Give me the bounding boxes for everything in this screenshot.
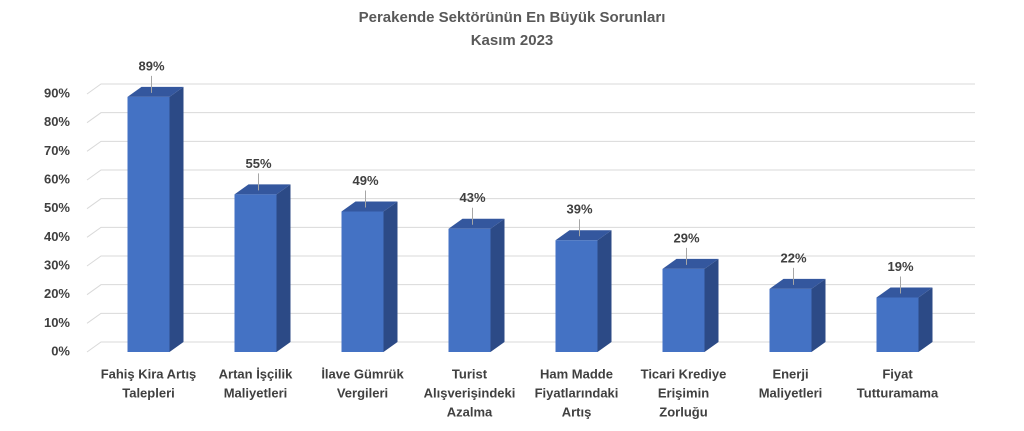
value-label: 19% xyxy=(887,259,913,274)
bar xyxy=(341,201,398,352)
y-tick-label: 40% xyxy=(44,229,70,244)
x-tick-label: Fahiş Kira Artış xyxy=(101,366,197,381)
x-tick-label: Ticari Krediye xyxy=(641,366,727,381)
bar-front xyxy=(234,194,277,352)
grid-line xyxy=(86,83,975,95)
bar-side xyxy=(169,86,184,352)
bar xyxy=(555,230,612,352)
x-tick-label: Artış xyxy=(562,404,592,419)
grid-line xyxy=(86,226,975,238)
chart-title: Perakende Sektörünün En Büyük Sorunları xyxy=(359,9,666,26)
x-tick-label: Talepleri xyxy=(122,385,175,400)
value-label: 39% xyxy=(566,202,592,217)
value-label: 22% xyxy=(780,250,806,265)
bar xyxy=(769,278,826,352)
bar-top xyxy=(127,86,184,97)
bar-top xyxy=(341,201,398,212)
x-tick-label: Turist xyxy=(452,366,488,381)
bar xyxy=(127,86,184,352)
bar-side xyxy=(490,218,505,352)
x-tick-label: Tutturamama xyxy=(857,385,939,400)
bar xyxy=(234,184,291,352)
x-tick-label: Zorluğu xyxy=(659,404,707,419)
y-tick-label: 70% xyxy=(44,143,70,158)
bar-top xyxy=(448,218,505,229)
bar-side xyxy=(276,184,291,352)
bar-front xyxy=(555,240,598,352)
grid-line xyxy=(86,255,975,267)
y-tick-label: 80% xyxy=(44,114,70,129)
bar-front xyxy=(769,288,812,352)
bar-front xyxy=(662,268,705,352)
y-tick-label: 10% xyxy=(44,315,70,330)
y-tick-label: 30% xyxy=(44,257,70,272)
bar xyxy=(876,287,933,352)
value-label: 29% xyxy=(673,230,699,245)
y-tick-label: 90% xyxy=(44,85,70,100)
y-tick-label: 0% xyxy=(51,343,70,358)
x-tick-label: Ham Madde xyxy=(540,366,613,381)
x-tick-label: Erişimin xyxy=(658,385,709,400)
x-tick-label: Fiyat xyxy=(882,366,913,381)
grid-line xyxy=(86,140,975,152)
bar-top xyxy=(555,230,612,241)
grid-line xyxy=(86,198,975,210)
grid-line xyxy=(86,112,975,124)
x-tick-label: Vergileri xyxy=(337,385,388,400)
x-tick-label: İlave Gümrük xyxy=(321,366,404,381)
grid-line xyxy=(86,169,975,181)
y-tick-label: 50% xyxy=(44,200,70,215)
value-label: 55% xyxy=(245,156,271,171)
x-tick-label: Azalma xyxy=(447,404,493,419)
y-tick-label: 20% xyxy=(44,286,70,301)
chart-subtitle: Kasım 2023 xyxy=(471,32,554,49)
bar xyxy=(662,258,719,352)
bar-side xyxy=(918,287,933,352)
bar-front xyxy=(448,228,491,352)
bar-side xyxy=(597,230,612,352)
bar-front xyxy=(127,96,170,352)
x-tick-label: Maliyetleri xyxy=(759,385,823,400)
bar-side xyxy=(383,201,398,352)
value-label: 89% xyxy=(138,58,164,73)
x-tick-label: Maliyetleri xyxy=(224,385,288,400)
bar xyxy=(448,218,505,352)
bar-front xyxy=(876,297,919,352)
bar-side xyxy=(704,258,719,352)
bar-top xyxy=(769,278,826,289)
x-tick-label: Fiyatlarındaki xyxy=(535,385,619,400)
value-label: 43% xyxy=(459,190,485,205)
bar-top xyxy=(876,287,933,298)
value-label: 49% xyxy=(352,173,378,188)
x-tick-label: Alışverişindeki xyxy=(424,385,516,400)
x-tick-label: Enerji xyxy=(772,366,808,381)
x-tick-label: Artan İşçilik xyxy=(219,366,293,381)
y-tick-label: 60% xyxy=(44,171,70,186)
bar-top xyxy=(234,184,291,195)
bar-front xyxy=(341,211,384,352)
bar-side xyxy=(811,278,826,352)
bar-top xyxy=(662,258,719,269)
